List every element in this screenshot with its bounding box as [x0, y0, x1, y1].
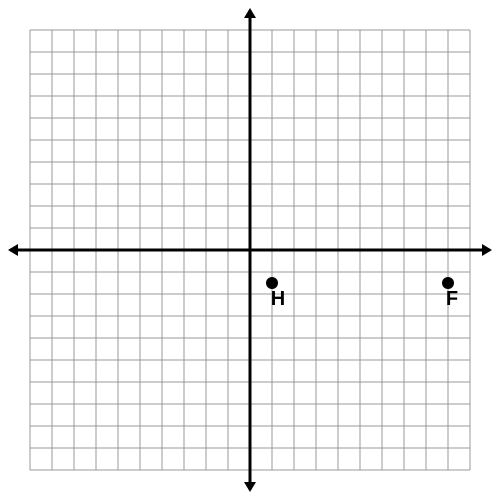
grid-svg: HF — [8, 8, 492, 492]
point-label-F: F — [446, 288, 458, 310]
coordinate-grid-chart: HF — [8, 8, 492, 492]
point-label-H: H — [271, 288, 285, 310]
